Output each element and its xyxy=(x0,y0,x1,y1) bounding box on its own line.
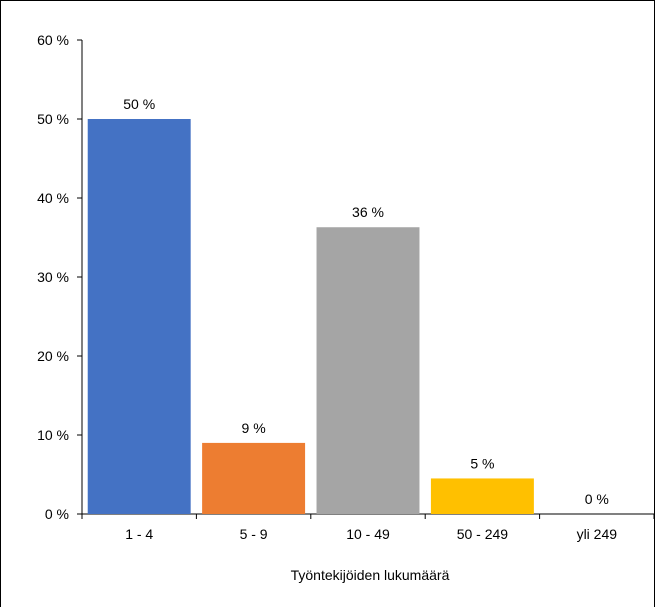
bar xyxy=(87,119,191,514)
x-tick-label: 10 - 49 xyxy=(346,526,390,542)
data-label: 36 % xyxy=(352,204,384,220)
y-tick-label: 10 % xyxy=(37,427,69,443)
x-tick-label: 50 - 249 xyxy=(457,526,509,542)
data-label: 50 % xyxy=(123,96,155,112)
x-tick-label: 5 - 9 xyxy=(240,526,268,542)
x-axis-title: Työntekijöiden lukumäärä xyxy=(291,567,450,583)
y-tick-label: 20 % xyxy=(37,348,69,364)
bar xyxy=(202,442,306,514)
x-tick-label: 1 - 4 xyxy=(125,526,153,542)
y-tick-label: 50 % xyxy=(37,111,69,127)
x-axis: 1 - 4 5 - 9 10 - 49 50 - 249 yli 249 xyxy=(81,513,655,542)
data-label: 5 % xyxy=(470,455,494,471)
y-tick-label: 30 % xyxy=(37,269,69,285)
bar xyxy=(430,478,534,514)
data-label: 0 % xyxy=(585,491,609,507)
y-tick-label: 60 % xyxy=(37,32,69,48)
y-tick-label: 0 % xyxy=(45,506,69,522)
y-axis: 0 % 10 % 20 % 30 % 40 % 50 % 60 % xyxy=(37,32,83,522)
y-tick-label: 40 % xyxy=(37,190,69,206)
x-tick-label: yli 249 xyxy=(577,526,618,542)
data-labels: 50 % 9 % 36 % 5 % 0 % xyxy=(123,96,609,507)
data-label: 9 % xyxy=(242,420,266,436)
bars xyxy=(87,119,534,515)
bar xyxy=(316,227,420,515)
